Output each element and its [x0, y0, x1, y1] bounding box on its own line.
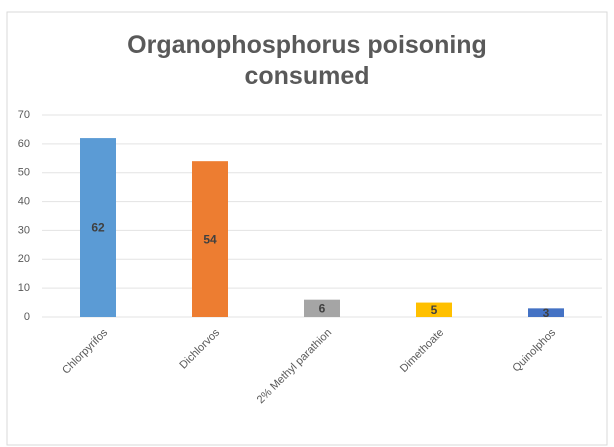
y-tick-label: 40 — [18, 195, 30, 207]
y-tick-label: 10 — [18, 282, 30, 294]
y-tick-label: 0 — [24, 311, 30, 323]
chart-title: Organophosphorus poisoning consumed — [127, 31, 487, 90]
bar — [528, 308, 564, 317]
y-tick-label: 30 — [18, 224, 30, 236]
y-tick-label: 50 — [18, 167, 30, 179]
bar — [192, 161, 228, 317]
y-tick-label: 60 — [18, 138, 30, 150]
data-label: 5 — [431, 303, 438, 317]
bar — [80, 138, 116, 317]
data-label: 3 — [543, 306, 550, 320]
data-label: 54 — [203, 232, 217, 246]
y-tick-label: 20 — [18, 253, 30, 265]
y-tick-label: 70 — [18, 109, 30, 121]
bar — [304, 299, 340, 317]
data-label: 6 — [319, 302, 326, 316]
data-label: 62 — [91, 221, 105, 235]
bar — [416, 302, 452, 317]
